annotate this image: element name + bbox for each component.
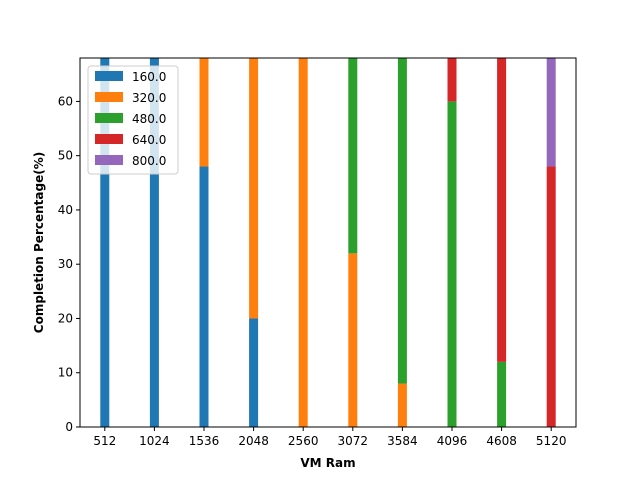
x-tick-label: 1536: [189, 434, 220, 448]
y-tick-label: 40: [58, 203, 73, 217]
bar-4608-series-2: [497, 361, 507, 427]
bar-5120-series-3: [546, 166, 556, 427]
bar-3072-series-2: [348, 58, 358, 254]
bar-2048-series-1: [249, 58, 259, 319]
bars-layer: [100, 58, 556, 427]
bar-3072-series-1: [348, 253, 358, 427]
bar-1536-series-0: [199, 166, 209, 427]
bar-512-series-0: [100, 58, 110, 427]
legend-swatch: [95, 113, 123, 123]
x-tick-label: 2560: [288, 434, 319, 448]
bar-2560-series-1: [298, 58, 308, 427]
bar-5120-series-4: [546, 58, 556, 167]
legend-label: 320.0: [132, 91, 166, 105]
bar-1024-series-0: [149, 58, 159, 427]
bar-2048-series-0: [249, 318, 259, 427]
x-tick-label: 4096: [437, 434, 468, 448]
x-axis-label: VM Ram: [300, 456, 355, 470]
x-tick-label: 4608: [486, 434, 517, 448]
x-axis: 512 1024 1536 2048 2560 3072 3584 4096 4608 5120: [93, 427, 566, 448]
y-tick-label: 30: [58, 257, 73, 271]
bar-1536-series-1: [199, 58, 209, 167]
x-tick-label: 2048: [238, 434, 269, 448]
axes-frame: [79, 57, 577, 428]
y-axis: 0 10 20 30 40 50 60: [58, 94, 80, 434]
legend-label: 480.0: [132, 112, 166, 126]
legend-label: 800.0: [132, 154, 166, 168]
x-tick-label: 3072: [338, 434, 369, 448]
legend: 160.0 320.0 480.0 640.0 800.0: [87, 65, 179, 175]
x-tick-label: 1024: [139, 434, 170, 448]
x-tick-label: 5120: [536, 434, 567, 448]
bar-4608-series-3: [497, 58, 507, 362]
legend-swatch: [95, 92, 123, 102]
legend-label: 160.0: [132, 70, 166, 84]
y-tick-label: 60: [58, 94, 73, 108]
y-tick-label: 0: [65, 420, 73, 434]
y-tick-label: 10: [58, 366, 73, 380]
bar-3584-series-2: [397, 58, 407, 384]
legend-swatch: [95, 71, 123, 81]
y-axis-label: Completion Percentage(%): [32, 152, 46, 333]
bar-3584-series-1: [397, 383, 407, 427]
y-tick-label: 50: [58, 149, 73, 163]
bar-4096-series-2: [447, 101, 457, 427]
x-tick-label: 3584: [387, 434, 418, 448]
legend-label: 640.0: [132, 133, 166, 147]
y-tick-label: 20: [58, 311, 73, 325]
bar-4096-series-3: [447, 58, 457, 102]
x-tick-label: 512: [93, 434, 116, 448]
legend-swatch: [95, 155, 123, 165]
legend-swatch: [95, 134, 123, 144]
